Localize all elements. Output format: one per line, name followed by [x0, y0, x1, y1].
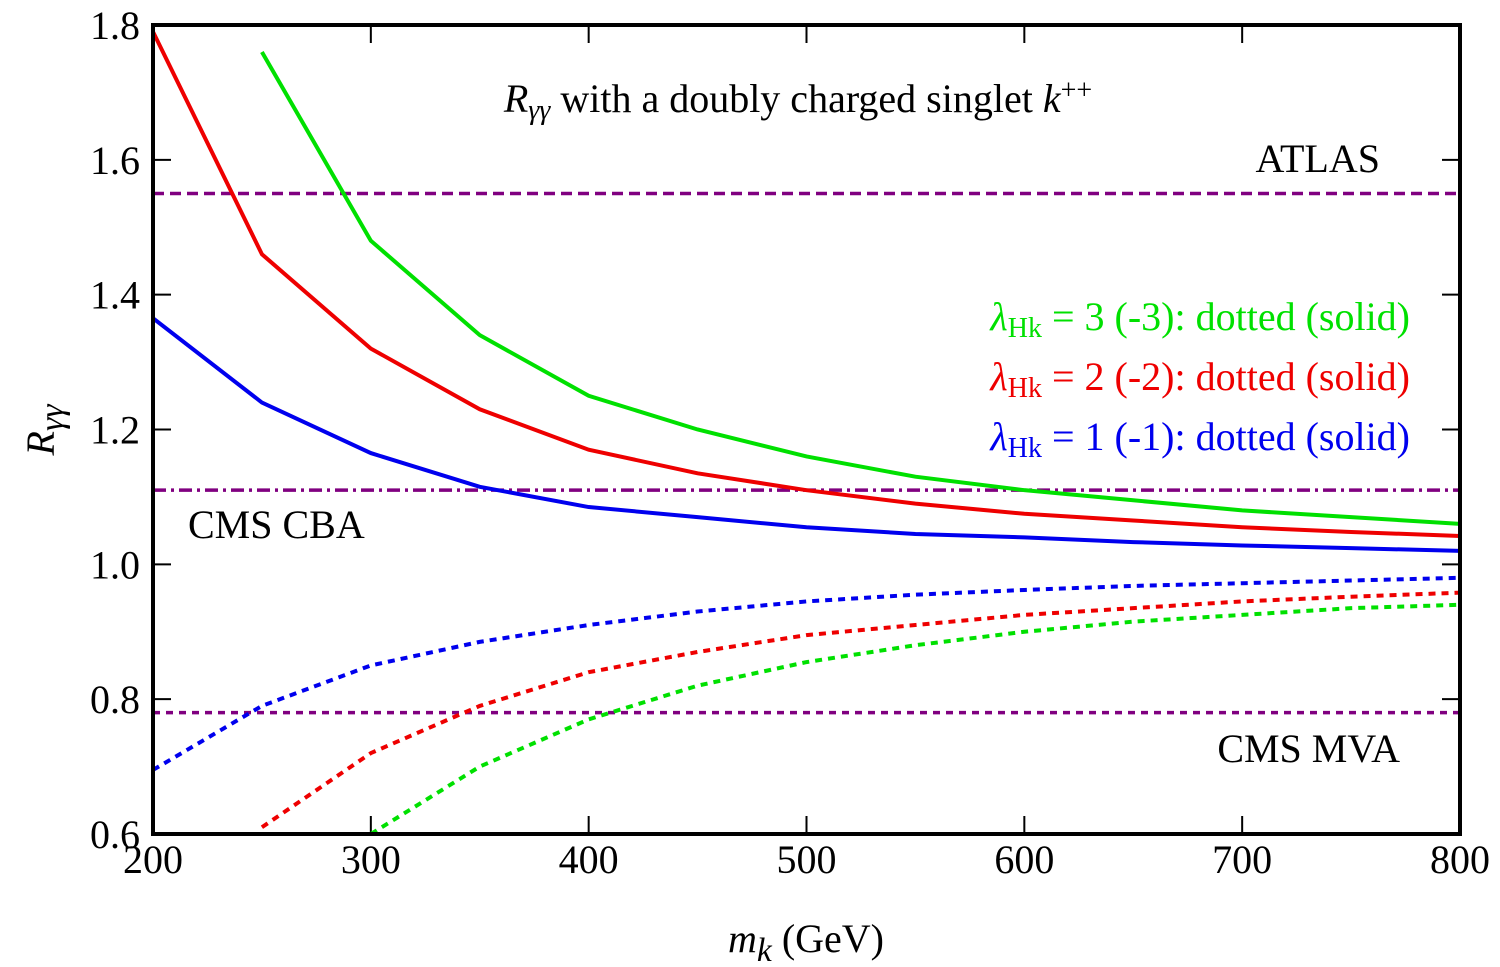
text-part: m — [728, 916, 757, 961]
text-part: γγ — [528, 95, 551, 126]
text-part: k — [757, 932, 773, 967]
text-part: = 2 (-2): dotted (solid) — [1042, 354, 1410, 399]
text-part: R — [503, 76, 528, 121]
text-part: (GeV) — [772, 916, 884, 961]
x-axis-label: mk (GeV) — [728, 916, 884, 967]
reference-label: CMS MVA — [1217, 726, 1400, 771]
y-tick-label: 1.2 — [90, 408, 140, 453]
text-part: Hk — [1008, 313, 1042, 344]
legend-entry: λHk = 3 (-3): dotted (solid) — [989, 294, 1410, 344]
text-part: γγ — [34, 404, 71, 431]
x-tick-label: 400 — [559, 837, 619, 882]
x-tick-label: 700 — [1212, 837, 1272, 882]
reference-label: CMS CBA — [188, 502, 365, 547]
text-part: ++ — [1061, 75, 1093, 106]
y-tick-label: 1.0 — [90, 542, 140, 587]
text-part: R — [18, 431, 63, 456]
text-part: λ — [989, 294, 1007, 339]
text-part: λ — [989, 414, 1007, 459]
chart-title: Rγγ with a doubly charged singlet k++ — [503, 75, 1092, 126]
series-line — [260, 50, 1460, 526]
y-axis-label: Rγγ — [18, 404, 71, 457]
text-part: k — [1043, 76, 1062, 121]
legend-entry: λHk = 1 (-1): dotted (solid) — [989, 414, 1410, 464]
x-tick-label: 800 — [1430, 837, 1490, 882]
x-tick-label: 200 — [123, 837, 183, 882]
legend-entry: λHk = 2 (-2): dotted (solid) — [989, 354, 1410, 404]
plot-frame — [151, 23, 1462, 836]
text-part: Hk — [1008, 433, 1042, 464]
text-part: = 3 (-3): dotted (solid) — [1042, 294, 1410, 339]
text-part: Hk — [1008, 373, 1042, 404]
text-part: = 1 (-1): dotted (solid) — [1042, 414, 1410, 459]
x-tick-label: 300 — [341, 837, 401, 882]
series-line — [153, 30, 1460, 539]
reference-label: ATLAS — [1256, 136, 1380, 181]
x-tick-label: 500 — [777, 837, 837, 882]
x-tick-label: 600 — [994, 837, 1054, 882]
y-tick-label: 1.6 — [90, 138, 140, 183]
y-tick-label: 0.6 — [90, 812, 140, 857]
series-line — [153, 575, 1460, 772]
y-tick-label: 1.4 — [90, 273, 140, 318]
y-tick-label: 0.8 — [90, 677, 140, 722]
text-part: λ — [989, 354, 1007, 399]
series-line — [369, 602, 1460, 834]
series-line — [153, 316, 1460, 553]
text-part: with a doubly charged singlet — [550, 76, 1043, 121]
series-line — [260, 590, 1460, 829]
y-tick-label: 1.8 — [90, 3, 140, 48]
